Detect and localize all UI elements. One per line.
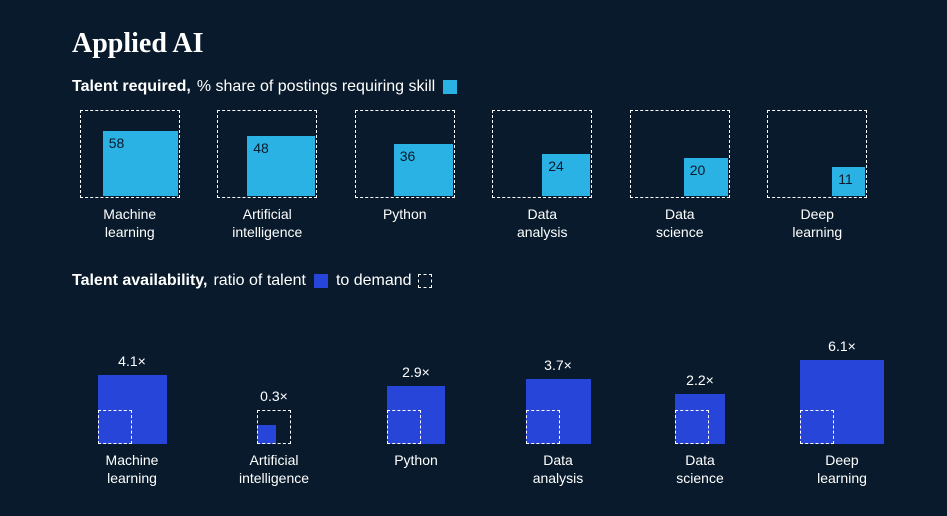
category-label: Machine learning <box>103 206 156 242</box>
avail-value: 2.9× <box>402 364 430 380</box>
page-title: Applied AI <box>72 28 875 60</box>
req-box: 58 <box>80 110 180 198</box>
talent-availability-cell: 3.7× Data analysis <box>498 304 618 488</box>
talent-required-cell: 36 Python <box>347 110 463 242</box>
talent-required-cell: 20 Data science <box>622 110 738 242</box>
avail-box <box>257 410 291 444</box>
avail-box <box>800 360 884 444</box>
req-box: 24 <box>492 110 592 198</box>
req-fill: 20 <box>684 158 728 196</box>
req-box: 11 <box>767 110 867 198</box>
avail-demand-square <box>98 410 132 444</box>
avail-value: 0.3× <box>260 388 288 404</box>
req-value: 48 <box>253 140 269 156</box>
talent-availability-cell: 2.2× Data science <box>640 304 760 488</box>
section1-label-bold: Talent required, <box>72 78 191 96</box>
avail-box <box>526 379 591 444</box>
section2-demand-swatch <box>418 274 432 288</box>
avail-demand-square <box>526 410 560 444</box>
section2-label-rest1: ratio of talent <box>213 272 306 290</box>
category-label: Data science <box>676 452 723 488</box>
category-label: Python <box>383 206 427 242</box>
avail-value: 2.2× <box>686 372 714 388</box>
avail-demand-square <box>800 410 834 444</box>
avail-demand-square <box>675 410 709 444</box>
avail-value: 4.1× <box>118 353 146 369</box>
category-label: Artificial intelligence <box>239 452 309 488</box>
section1-label-rest: % share of postings requiring skill <box>197 78 435 96</box>
category-label: Artificial intelligence <box>232 206 302 242</box>
category-label: Deep learning <box>792 206 842 242</box>
req-fill: 48 <box>247 136 315 196</box>
section1-swatch <box>443 80 457 94</box>
category-label: Deep learning <box>817 452 867 488</box>
talent-availability-cell: 4.1× Machine learning <box>72 304 192 488</box>
req-fill: 11 <box>832 167 865 196</box>
talent-required-cell: 11 Deep learning <box>760 110 876 242</box>
avail-value: 6.1× <box>828 338 856 354</box>
avail-container: 2.2× <box>640 304 760 444</box>
talent-availability-cell: 6.1× Deep learning <box>782 304 902 488</box>
talent-availability-cell: 0.3× Artificial intelligence <box>214 304 334 488</box>
section2-talent-swatch <box>314 274 328 288</box>
avail-demand-square <box>257 410 291 444</box>
req-box: 48 <box>217 110 317 198</box>
req-box: 20 <box>630 110 730 198</box>
req-fill: 58 <box>103 131 178 196</box>
avail-container: 3.7× <box>498 304 618 444</box>
category-label: Data analysis <box>533 452 584 488</box>
section2-label-rest2: to demand <box>336 272 412 290</box>
req-fill: 36 <box>394 144 453 196</box>
req-box: 36 <box>355 110 455 198</box>
avail-container: 2.9× <box>356 304 476 444</box>
avail-container: 4.1× <box>72 304 192 444</box>
section1-header: Talent required, % share of postings req… <box>72 78 875 96</box>
req-value: 24 <box>548 158 564 174</box>
category-label: Python <box>394 452 438 488</box>
avail-demand-square <box>387 410 421 444</box>
talent-availability-cell: 2.9× Python <box>356 304 476 488</box>
req-value: 36 <box>400 148 416 164</box>
category-label: Data science <box>656 206 703 242</box>
req-value: 11 <box>838 171 853 187</box>
talent-required-row: 58 Machine learning 48 Artificial intellige… <box>72 110 875 242</box>
talent-required-cell: 48 Artificial intelligence <box>210 110 326 242</box>
talent-availability-row: 4.1× Machine learning 0.3× Artificial intel… <box>72 304 875 488</box>
avail-container: 0.3× <box>214 304 334 444</box>
avail-box <box>675 394 725 444</box>
req-fill: 24 <box>542 154 590 196</box>
category-label: Data analysis <box>517 206 568 242</box>
req-value: 58 <box>109 135 125 151</box>
avail-box <box>387 386 445 444</box>
talent-required-cell: 58 Machine learning <box>72 110 188 242</box>
section2-header: Talent availability, ratio of talent to … <box>72 272 875 290</box>
req-value: 20 <box>690 162 706 178</box>
avail-box <box>98 375 167 444</box>
page-root: Applied AI Talent required, % share of p… <box>0 0 947 508</box>
category-label: Machine learning <box>106 452 159 488</box>
avail-value: 3.7× <box>544 357 572 373</box>
talent-required-cell: 24 Data analysis <box>485 110 601 242</box>
avail-container: 6.1× <box>782 304 902 444</box>
section2-label-bold: Talent availability, <box>72 272 207 290</box>
